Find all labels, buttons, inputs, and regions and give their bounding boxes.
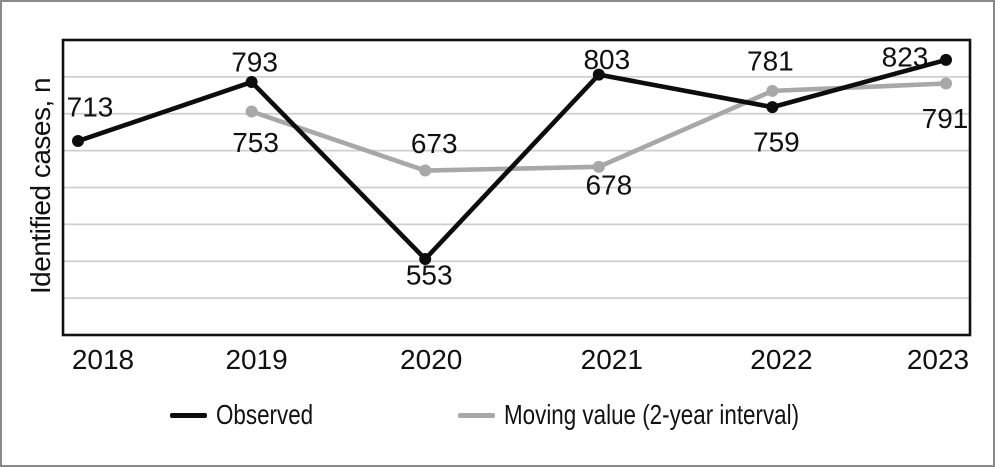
data-label-observed: 713 xyxy=(67,92,114,123)
data-label-observed: 803 xyxy=(583,44,630,75)
moving-line-swatch xyxy=(458,412,495,418)
data-label-observed: 823 xyxy=(882,41,929,72)
legend-item-moving: Moving value (2-year interval) xyxy=(458,399,873,430)
legend-item-observed: Observed xyxy=(170,399,337,430)
data-point-moving xyxy=(592,160,605,173)
data-point-observed xyxy=(766,101,779,114)
data-point-observed xyxy=(245,76,258,89)
legend-label-moving: Moving value (2-year interval) xyxy=(504,399,800,430)
data-label-moving: 791 xyxy=(922,103,969,134)
series-line-observed xyxy=(75,57,949,262)
data-point-moving xyxy=(940,77,952,90)
x-tick-label: 2022 xyxy=(750,344,812,375)
series-line-moving xyxy=(249,81,949,173)
data-point-observed xyxy=(592,68,605,81)
plot-border xyxy=(61,38,972,337)
x-tick-label: 2021 xyxy=(581,344,643,375)
data-point-observed xyxy=(419,253,432,266)
data-label-observed: 553 xyxy=(406,260,453,291)
data-label-moving: 678 xyxy=(585,169,632,200)
data-label-moving: 673 xyxy=(411,128,458,159)
data-label-moving: 753 xyxy=(232,127,279,158)
data-point-moving xyxy=(766,84,779,97)
data-label-moving: 781 xyxy=(747,45,794,76)
legend-label-observed: Observed xyxy=(216,399,314,430)
observed-line-swatch xyxy=(170,412,207,418)
x-tick-label: 2023 xyxy=(907,344,969,375)
data-point-observed xyxy=(940,53,952,66)
x-tick-label: 2020 xyxy=(400,344,462,375)
data-label-observed: 793 xyxy=(231,47,278,78)
data-point-moving xyxy=(419,164,432,177)
y-axis-title: Identified cases, n xyxy=(25,77,56,295)
data-point-observed xyxy=(72,135,84,148)
x-tick-label: 2019 xyxy=(225,344,287,375)
data-point-moving xyxy=(245,105,258,118)
x-tick-label: 2018 xyxy=(72,344,134,375)
data-label-observed: 759 xyxy=(753,127,800,158)
